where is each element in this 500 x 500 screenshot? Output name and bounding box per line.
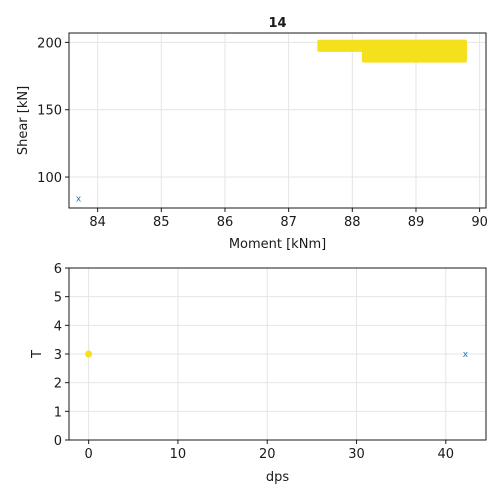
y-tick-label: 6	[54, 262, 62, 277]
y-tick-label: 150	[37, 104, 62, 119]
x-tick-label: 90	[471, 215, 488, 230]
x-tick-label: 20	[259, 447, 276, 462]
data-point: x	[463, 350, 469, 360]
y-tick-label: 200	[37, 36, 62, 51]
x-tick-label: 88	[344, 215, 361, 230]
y-tick-label: 3	[54, 348, 62, 363]
data-point: x	[76, 195, 82, 205]
chart-title: 14	[268, 16, 286, 31]
y-tick-label: 0	[54, 434, 62, 449]
x-tick-label: 84	[89, 215, 106, 230]
chart-panel-2: x 0 10 20 30 40 0 1 2 3 4 5 6 dps T	[30, 262, 487, 485]
y-tick-label: 5	[54, 291, 62, 306]
x-axis-label: Moment [kNm]	[229, 237, 326, 252]
x-tick-label: 0	[85, 447, 93, 462]
y-tick-label: 100	[37, 171, 62, 186]
x-tick-label: 85	[153, 215, 170, 230]
plot-frame	[68, 32, 487, 209]
y-axis-label: T	[30, 350, 45, 359]
y-tick-label: 1	[54, 405, 62, 420]
x-tick-label: 30	[348, 447, 365, 462]
x-tick-label: 87	[280, 215, 297, 230]
x-tick-label: 40	[438, 447, 455, 462]
chart-panel-1: x 84 85 86 87 88 89 90 100 150 200 14 Moment [kNm] Sh…	[16, 16, 488, 252]
data-marker	[361, 39, 467, 63]
y-tick-label: 4	[54, 319, 62, 334]
x-tick-label: 10	[170, 447, 187, 462]
x-tick-label: 86	[217, 215, 234, 230]
y-tick-label: 2	[54, 377, 62, 392]
data-point	[85, 350, 93, 358]
y-axis-label: Shear [kN]	[16, 86, 31, 155]
x-tick-label: 89	[408, 215, 425, 230]
x-axis-label: dps	[266, 470, 290, 485]
